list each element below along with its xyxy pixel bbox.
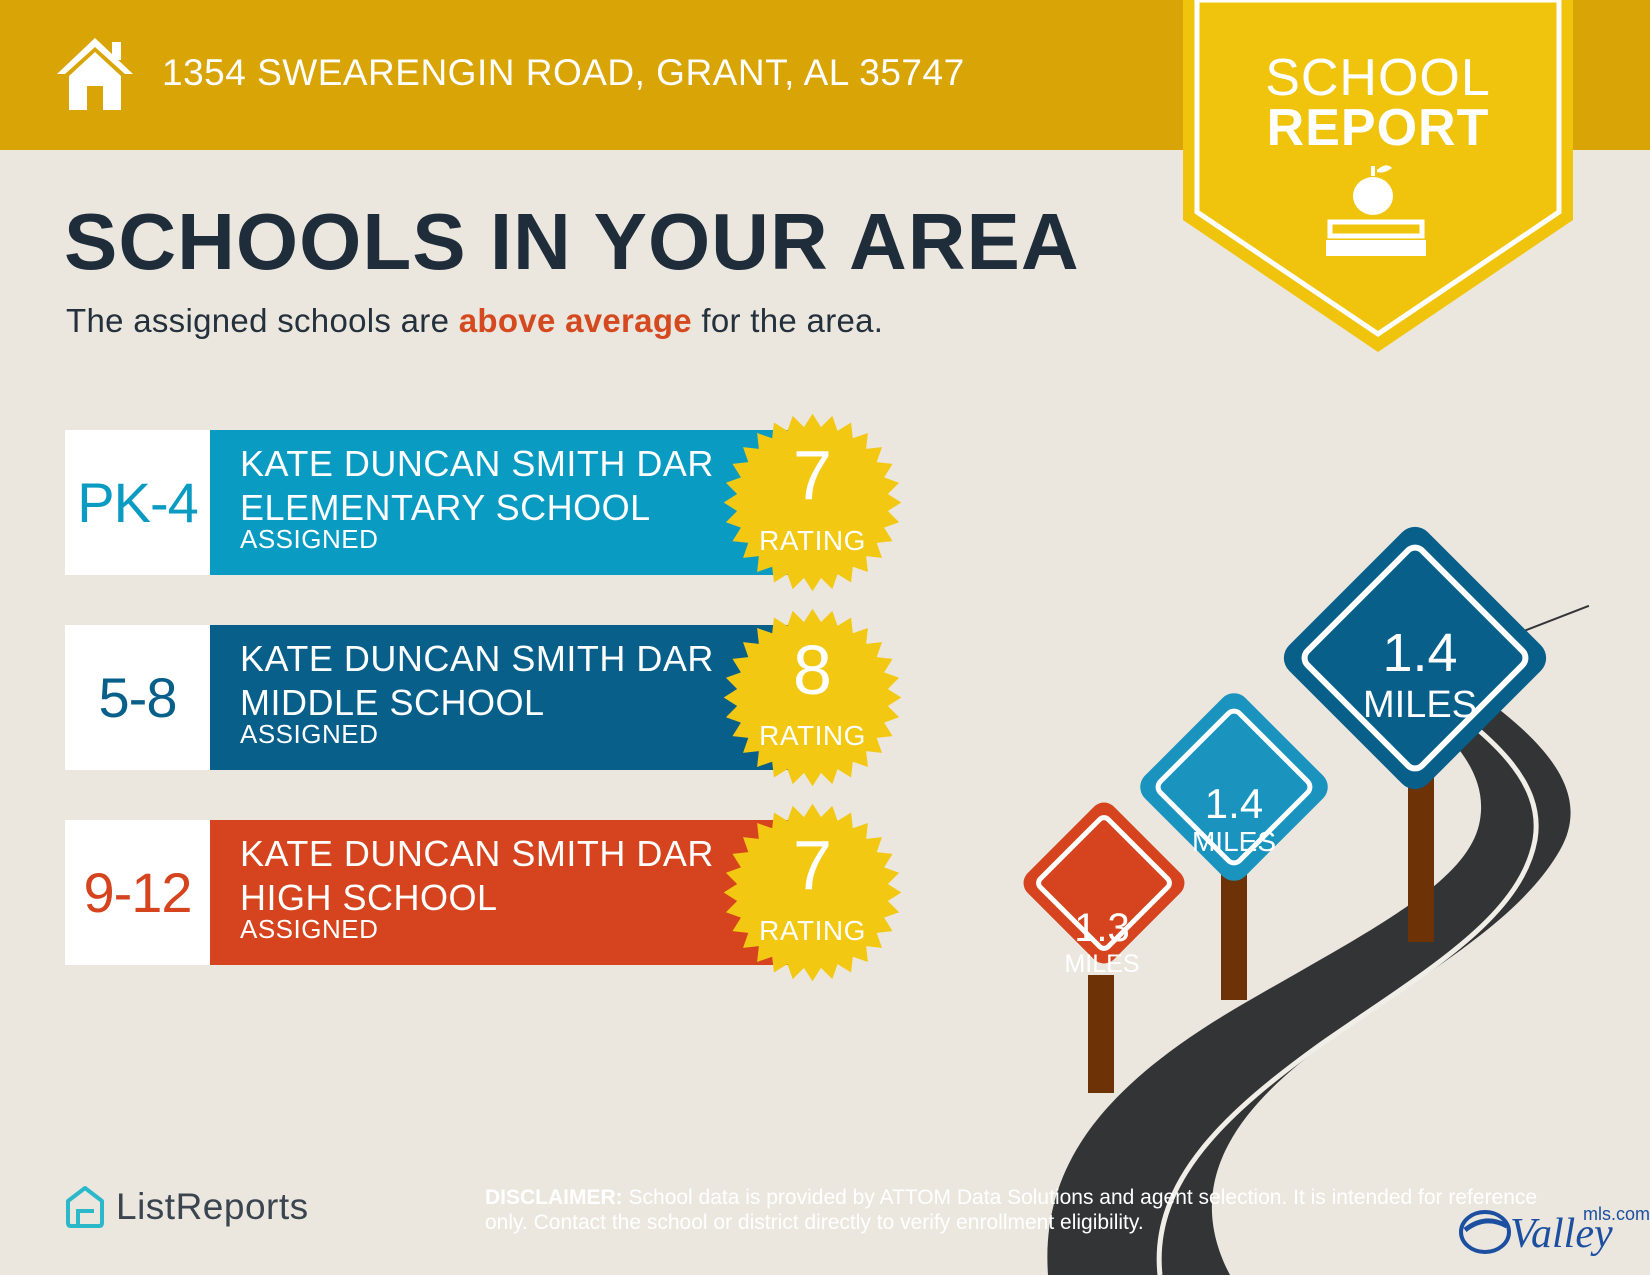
rating-value: 7 — [793, 826, 832, 904]
rating-value: 7 — [793, 436, 832, 514]
disclaimer-label: DISCLAIMER: — [485, 1186, 623, 1209]
school-name: KATE DUNCAN SMITH DAR HIGH SCHOOL — [240, 833, 714, 918]
school-status: ASSIGNED — [240, 524, 379, 554]
grade-range: 5-8 — [65, 625, 210, 770]
valley-logo-icon — [1459, 1210, 1511, 1254]
badge-title-school: SCHOOL — [1265, 49, 1491, 107]
road — [1047, 660, 1571, 1275]
school-name: KATE DUNCAN SMITH DAR ELEMENTARY SCHOOL — [240, 443, 714, 528]
home-icon — [57, 38, 133, 110]
distance-unit: MILES — [1191, 826, 1277, 857]
rating-label: RATING — [759, 720, 866, 751]
school-name-bar: KATE DUNCAN SMITH DAR ELEMENTARY SCHOOL … — [210, 430, 830, 575]
distance-sign-2 — [1140, 693, 1328, 881]
rating-value: 8 — [793, 631, 832, 709]
school-report-badge — [1183, 0, 1573, 352]
distance-value: 1.4 — [1382, 623, 1458, 683]
rating-seal-icon — [723, 413, 902, 592]
subtitle: The assigned schools are above average f… — [66, 302, 883, 340]
rating-seal-icon — [723, 608, 902, 787]
rating-label: RATING — [759, 915, 866, 946]
school-row-middle: 5-8 KATE DUNCAN SMITH DAR MIDDLE SCHOOL … — [65, 608, 905, 787]
road-line — [1156, 682, 1539, 1275]
subtitle-before: The assigned schools are — [66, 302, 459, 339]
distance-sign-1 — [1023, 802, 1185, 964]
apple-books-icon — [1326, 165, 1426, 256]
school-row-elementary: PK-4 KATE DUNCAN SMITH DAR ELEMENTARY SC… — [65, 413, 905, 592]
grade-range: 9-12 — [65, 820, 210, 965]
subtitle-after: for the area. — [691, 302, 884, 339]
distance-sign-3 — [1283, 526, 1547, 790]
property-address: 1354 SWEARENGIN ROAD, GRANT, AL 35747 — [162, 52, 965, 93]
rating-seal-icon — [723, 803, 902, 982]
subtitle-highlight: above average — [458, 302, 692, 339]
school-status: ASSIGNED — [240, 914, 379, 944]
partner-logo-suffix: mls.com — [1583, 1204, 1650, 1224]
school-name: KATE DUNCAN SMITH DAR MIDDLE SCHOOL — [240, 638, 714, 723]
distance-unit: MILES — [1362, 684, 1478, 726]
sign-post — [1221, 860, 1247, 1000]
badge-title-report: REPORT — [1266, 99, 1490, 157]
listreports-logo-icon — [66, 1186, 104, 1228]
distance-value: 1.3 — [1074, 906, 1130, 950]
distance-unit: MILES — [1064, 950, 1140, 978]
school-row-high: 9-12 KATE DUNCAN SMITH DAR HIGH SCHOOL A… — [65, 803, 905, 982]
disclaimer: DISCLAIMER: School data is provided by A… — [485, 1185, 1565, 1235]
sign-post — [1088, 975, 1114, 1093]
listreports-brand: ListReports — [116, 1186, 309, 1227]
school-status: ASSIGNED — [240, 719, 379, 749]
page-title: SCHOOLS IN YOUR AREA — [64, 197, 1080, 286]
rating-label: RATING — [759, 525, 866, 556]
grade-range: PK-4 — [65, 430, 210, 575]
disclaimer-text: School data is provided by ATTOM Data So… — [485, 1186, 1538, 1234]
road-illustration — [1023, 526, 1590, 1275]
partner-logo-text: Valley — [1510, 1211, 1613, 1257]
distance-value: 1.4 — [1204, 780, 1264, 827]
